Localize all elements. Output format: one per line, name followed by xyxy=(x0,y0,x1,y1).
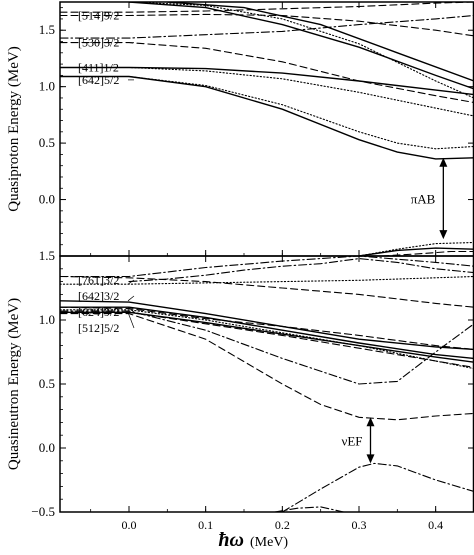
orbital-label: [624]9/2 xyxy=(78,305,119,319)
series-line-dashdot-14 xyxy=(274,506,345,512)
y-tick-label: 1.5 xyxy=(39,248,55,263)
orbital-label: [530]3/2 xyxy=(78,36,119,50)
y-tick-label: 1.0 xyxy=(39,79,55,94)
series-line-dotted-10 xyxy=(128,2,474,99)
y-tick-label: −0.5 xyxy=(31,504,55,519)
orbital-leader-line xyxy=(127,306,135,313)
orbital-label: [642]3/2 xyxy=(78,289,119,303)
orbital-label: [411]1/2 xyxy=(78,60,119,74)
series-line-solid-9 xyxy=(128,2,474,90)
series-line-dotted-4 xyxy=(60,66,474,117)
annotation-arrow-head xyxy=(366,454,375,464)
series-line-dashed-11 xyxy=(60,313,474,421)
y-tick-label: 1.0 xyxy=(39,312,55,327)
y-tick-label: 1.5 xyxy=(39,22,55,37)
series-line-dashed-9 xyxy=(60,306,474,350)
y-axis-label: Quasiproton Energy (MeV) xyxy=(6,46,22,212)
x-axis-label-symbol: ħω xyxy=(218,529,244,551)
orbital-leader-line xyxy=(127,295,135,302)
annotation-label: πAB xyxy=(411,191,436,206)
series-line-dotted-7 xyxy=(60,309,474,370)
series-line-dotted-2 xyxy=(60,275,474,285)
plot-frame xyxy=(59,1,474,257)
series-line-dashdot-12 xyxy=(128,258,474,283)
series-line-solid-6 xyxy=(60,311,474,363)
series-line-solid-11 xyxy=(166,2,474,82)
series-line-dotted-13 xyxy=(358,241,474,256)
y-tick-label: 0.5 xyxy=(39,376,55,391)
bottom-panel: −0.5 0.0 0.5 1.0 1.5 0.0 0.1 0.2 0.3 0.4 Quasineut… xyxy=(6,248,474,532)
series-line-solid-1 xyxy=(60,75,474,160)
series-line-dotted-2 xyxy=(60,75,474,150)
annotation-arrow-head xyxy=(439,157,448,167)
orbital-leader-line xyxy=(127,312,135,329)
series-line-dashed-7 xyxy=(60,13,474,37)
series-line-dashdot-10 xyxy=(60,310,474,385)
series-line-dashed-8 xyxy=(60,2,474,13)
series-line-dashdot-6 xyxy=(60,14,474,39)
orbital-label: [512]5/2 xyxy=(78,321,119,335)
x-tick-label: 0.2 xyxy=(275,518,290,532)
y-tick-label: 0.5 xyxy=(39,135,55,150)
series-group xyxy=(60,2,474,256)
annotation-label: νEF xyxy=(341,433,362,448)
x-tick-label: 0.1 xyxy=(198,518,213,532)
orbital-label: [514]9/2 xyxy=(78,9,119,23)
series-line-solid-3 xyxy=(60,66,474,96)
orbital-leader-line xyxy=(127,279,135,285)
x-tick-label: 0.3 xyxy=(352,518,367,532)
series-line-dashed-14 xyxy=(381,250,474,256)
series-line-dashdot-1 xyxy=(60,256,474,278)
series-line-solid-12 xyxy=(358,247,474,256)
orbital-label: [761]3/2 xyxy=(78,273,119,287)
series-line-dashdot-13 xyxy=(281,462,474,512)
annotation-arrow-head xyxy=(439,230,448,240)
y-tick-label: 0.0 xyxy=(39,192,55,207)
series-line-dashed-3 xyxy=(60,275,474,308)
plot-frame xyxy=(59,255,474,513)
series-line-dashed-8 xyxy=(60,311,474,368)
x-tick-label: 0.0 xyxy=(122,518,137,532)
series-group xyxy=(60,256,474,512)
y-axis-label: Quasineutron Energy (MeV) xyxy=(6,298,22,470)
y-tick-label: 0.0 xyxy=(39,440,55,455)
x-tick-label: 0.4 xyxy=(428,518,443,532)
orbital-label: [642]5/2 xyxy=(78,73,119,87)
top-panel: 0.0 0.5 1.0 1.5 Quasiproton Energy (MeV) [514… xyxy=(6,1,474,257)
series-line-solid-5 xyxy=(60,306,474,360)
annotation-arrow-head xyxy=(366,417,375,427)
x-axis-label-unit: (MeV) xyxy=(250,535,288,550)
